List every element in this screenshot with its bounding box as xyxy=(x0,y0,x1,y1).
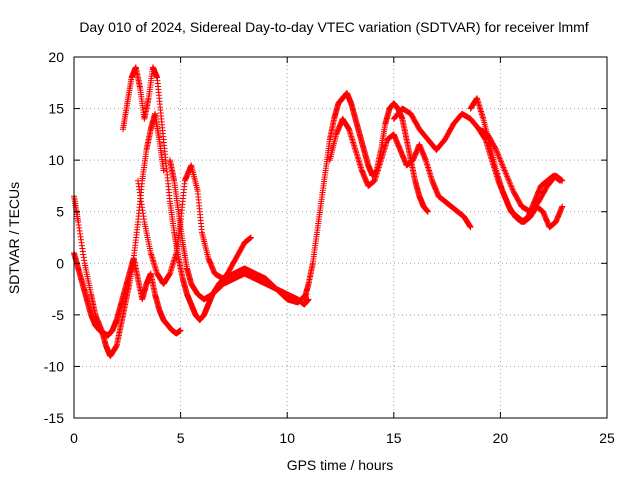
data-point-marker xyxy=(505,176,512,183)
y-tick-label: 5 xyxy=(56,204,64,220)
data-point-marker xyxy=(493,148,500,155)
data-point-marker xyxy=(467,224,474,231)
series-sat-track-6 xyxy=(301,90,431,303)
data-point-marker xyxy=(497,157,504,164)
data-point-marker xyxy=(557,177,564,184)
series-sat-track-9 xyxy=(467,95,564,226)
data-point-marker xyxy=(501,167,508,174)
series-sat-track-5 xyxy=(166,157,312,308)
x-tick-label: 5 xyxy=(177,430,185,446)
data-points xyxy=(71,64,566,360)
data-point-marker xyxy=(502,168,509,175)
data-point-marker xyxy=(424,208,431,215)
data-point-marker xyxy=(247,234,254,241)
data-point-marker xyxy=(502,170,509,177)
y-tick-label: 15 xyxy=(48,101,64,117)
data-point-marker xyxy=(498,158,505,165)
chart-title: Day 010 of 2024, Sidereal Day-to-day VTE… xyxy=(79,19,588,35)
data-point-marker xyxy=(499,161,506,168)
series-sat-track-10 xyxy=(476,126,566,231)
data-point-marker xyxy=(505,177,512,184)
data-point-marker xyxy=(160,167,167,174)
plot-border xyxy=(73,56,608,419)
x-tick-label: 0 xyxy=(70,430,78,446)
data-point-marker xyxy=(500,164,507,171)
y-tick-label: 0 xyxy=(56,255,64,271)
y-tick-label: 20 xyxy=(48,49,64,65)
x-tick-label: 20 xyxy=(493,430,509,446)
data-point-marker xyxy=(493,146,500,153)
data-point-marker xyxy=(508,183,515,190)
data-point-marker xyxy=(499,163,506,170)
data-point-marker xyxy=(504,174,511,181)
y-tick-label: -10 xyxy=(44,358,64,374)
y-tick-label: -5 xyxy=(52,307,65,323)
data-point-marker xyxy=(501,165,508,172)
grid-lines xyxy=(74,57,607,418)
data-point-marker xyxy=(494,151,501,158)
axis-ticks: 0 5 10 15 20 25 -15 -10 -5 0 5 10 15 20 xyxy=(44,49,615,446)
data-point-marker xyxy=(509,186,516,193)
y-tick-label: -15 xyxy=(44,410,64,426)
series-sat-track-2 xyxy=(71,110,167,360)
series-sat-track-7 xyxy=(326,115,474,231)
x-tick-label: 25 xyxy=(599,430,615,446)
y-axis-label: SDTVAR / TECUs xyxy=(6,182,22,294)
data-point-marker xyxy=(503,171,510,178)
data-point-marker xyxy=(496,155,503,162)
data-point-marker xyxy=(507,182,514,189)
data-point-marker xyxy=(495,152,502,159)
y-tick-label: 10 xyxy=(48,152,64,168)
data-point-marker xyxy=(496,154,503,161)
data-point-marker xyxy=(177,327,184,334)
x-tick-label: 10 xyxy=(279,430,295,446)
x-axis-label: GPS time / hours xyxy=(287,457,394,473)
x-tick-label: 15 xyxy=(386,430,402,446)
data-point-marker xyxy=(508,185,515,192)
data-point-marker xyxy=(507,180,514,187)
data-point-marker xyxy=(506,179,513,186)
data-point-marker xyxy=(504,173,511,180)
data-point-marker xyxy=(559,203,566,210)
data-point-marker xyxy=(498,160,505,167)
data-point-marker xyxy=(494,149,501,156)
